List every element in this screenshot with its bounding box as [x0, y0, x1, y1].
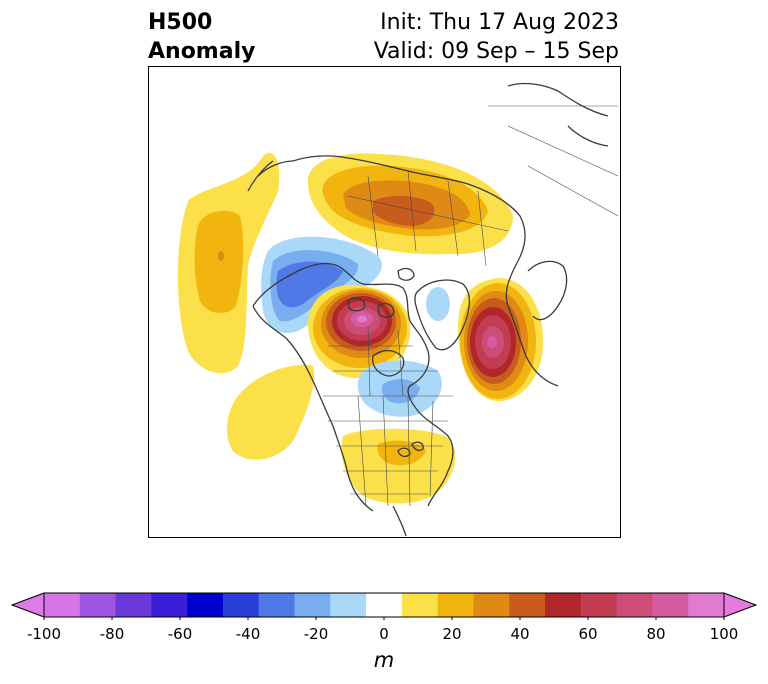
- colorbar-extend-low: [10, 592, 45, 618]
- colorbar-cells: [10, 592, 758, 620]
- colorbar-cell: [79, 593, 117, 617]
- anomaly-map: [148, 66, 621, 538]
- colorbar-tick-label: -80: [99, 625, 125, 643]
- colorbar-cell: [222, 593, 260, 617]
- colorbar-tick-label: -20: [303, 625, 329, 643]
- valid-period: Valid: 09 Sep – 15 Sep: [373, 39, 619, 64]
- colorbar-tick-label: 0: [379, 625, 389, 643]
- colorbar-cell: [616, 593, 653, 617]
- field-label: Anomaly: [148, 39, 256, 64]
- colorbar-cell: [688, 593, 725, 617]
- north-pacific-positive-anomaly: [177, 152, 280, 374]
- variable-label: H500: [148, 10, 213, 35]
- colorbar-cell: [401, 593, 439, 617]
- colorbar-cell: [366, 593, 403, 617]
- colorbar-tick-label: -100: [26, 625, 62, 643]
- canadian-arctic-positive-anomaly: [308, 285, 411, 378]
- colorbar-unit: m: [373, 648, 395, 672]
- colorbar-cell: [580, 593, 618, 617]
- arctic-negative-anomaly: [426, 287, 450, 321]
- greenland-sea-positive-anomaly: [458, 278, 544, 402]
- colorbar-tick-label: -40: [235, 625, 261, 643]
- colorbar: [10, 592, 758, 620]
- colorbar-cell: [44, 593, 81, 617]
- colorbar-extend-high: [723, 592, 758, 618]
- colorbar-cell: [258, 593, 296, 617]
- map-frame: [148, 66, 621, 538]
- colorbar-cell: [187, 593, 224, 617]
- colorbar-cell: [151, 593, 188, 617]
- colorbar-cell: [545, 593, 582, 617]
- eastern-pacific-positive-anomaly: [226, 364, 315, 460]
- political-borders: [323, 105, 619, 507]
- colorbar-cell: [652, 593, 689, 617]
- colorbar-cell: [294, 593, 331, 617]
- colorbar-tick-label: -60: [167, 625, 193, 643]
- colorbar-cell: [115, 593, 152, 617]
- init-date: Init: Thu 17 Aug 2023: [380, 10, 619, 35]
- colorbar-cell: [509, 593, 546, 617]
- colorbar-tick-label: 20: [442, 625, 462, 643]
- colorbar-tick-label: 60: [578, 625, 598, 643]
- date-info: Init: Thu 17 Aug 2023 Valid: 09 Sep – 15…: [374, 8, 619, 66]
- colorbar-tick-label: 80: [646, 625, 666, 643]
- colorbar-tick-label: 40: [510, 625, 530, 643]
- colorbar-cell: [437, 593, 474, 617]
- colorbar-tick-label: 100: [709, 625, 739, 643]
- chart-title: H500 Anomaly: [148, 8, 255, 66]
- colorbar-cell: [330, 593, 367, 617]
- siberia-positive-anomaly: [308, 153, 513, 255]
- colorbar-cell: [473, 593, 510, 617]
